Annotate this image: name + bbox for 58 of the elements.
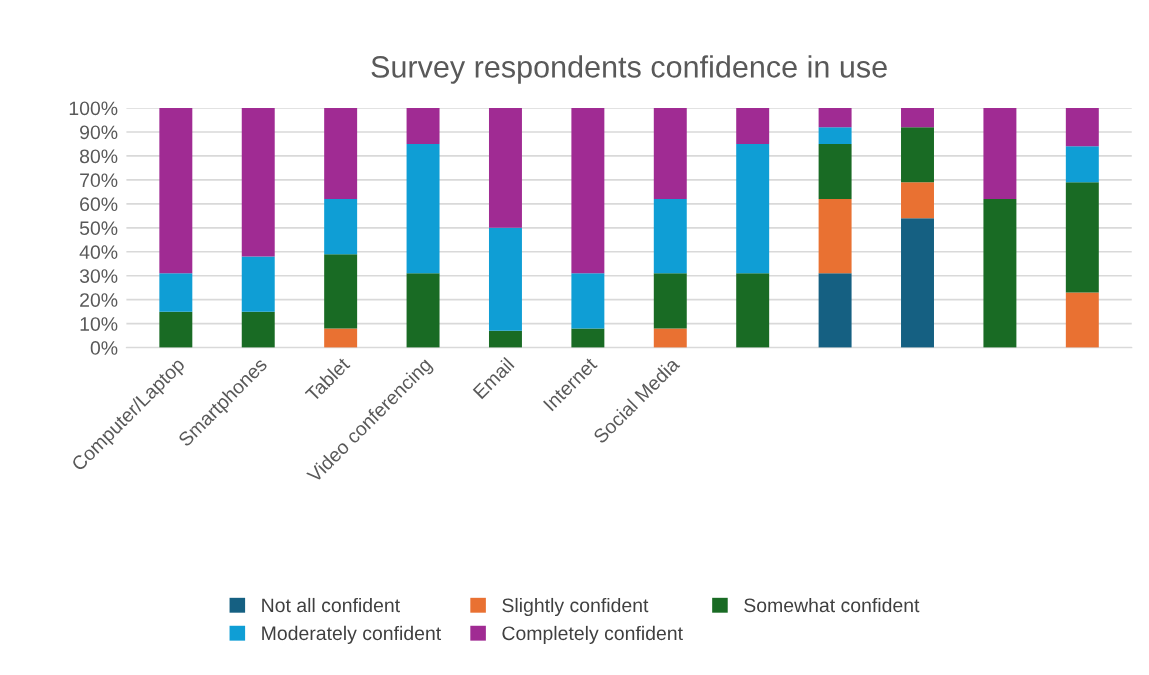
bar (241, 311, 275, 348)
bar (653, 328, 687, 348)
y-tick-label: 30% (79, 269, 118, 283)
y-tick-label: 100% (69, 101, 118, 116)
bar (901, 182, 934, 219)
legend-label: Completely confident (502, 625, 683, 644)
bar (818, 108, 852, 128)
legend-label: Slightly confident (502, 597, 649, 617)
bar (983, 199, 1017, 348)
bar (571, 273, 605, 329)
bar (818, 273, 852, 348)
bar (901, 108, 934, 128)
y-tick-label: 40% (79, 245, 118, 260)
bar (324, 254, 358, 329)
y-tick-label: 20% (80, 293, 118, 307)
bar (159, 273, 193, 312)
y-tick-label: 0% (90, 341, 118, 355)
bar (571, 328, 605, 348)
chart-title: Survey respondents confidence in use (371, 55, 887, 84)
bar (406, 273, 440, 348)
bar (241, 108, 275, 257)
bar (159, 108, 193, 274)
legend-label: Somewhat confident (744, 597, 920, 613)
bar (901, 218, 934, 348)
y-tick-label: 70% (80, 173, 118, 188)
bar (736, 108, 770, 144)
y-tick-label: 60% (80, 197, 118, 212)
bar (818, 143, 852, 200)
legend-label: Moderately confident (262, 625, 442, 644)
bar (571, 108, 605, 274)
y-tick-label: 10% (80, 317, 118, 331)
bar (488, 108, 522, 228)
bar (1065, 182, 1099, 293)
bar (1065, 146, 1099, 183)
bar (653, 273, 687, 329)
bar (818, 199, 852, 274)
bar (901, 127, 934, 183)
bar (324, 328, 358, 348)
bar (324, 108, 358, 200)
bar (653, 199, 687, 274)
bar (1065, 108, 1099, 147)
bar (159, 311, 193, 348)
y-tick-label: 50% (79, 221, 118, 236)
bar (736, 273, 770, 348)
bar (1065, 292, 1099, 348)
bar (406, 143, 440, 274)
bar (736, 143, 770, 274)
bar (983, 108, 1017, 200)
bar (488, 330, 522, 348)
bar (406, 108, 440, 144)
y-tick-label: 90% (80, 125, 118, 140)
bar (488, 227, 522, 331)
bar (653, 108, 687, 200)
bar (241, 256, 275, 312)
bar (324, 199, 358, 255)
y-tick-label: 80% (79, 149, 118, 164)
bar (818, 127, 852, 144)
legend-label: Not all confident (262, 597, 400, 613)
